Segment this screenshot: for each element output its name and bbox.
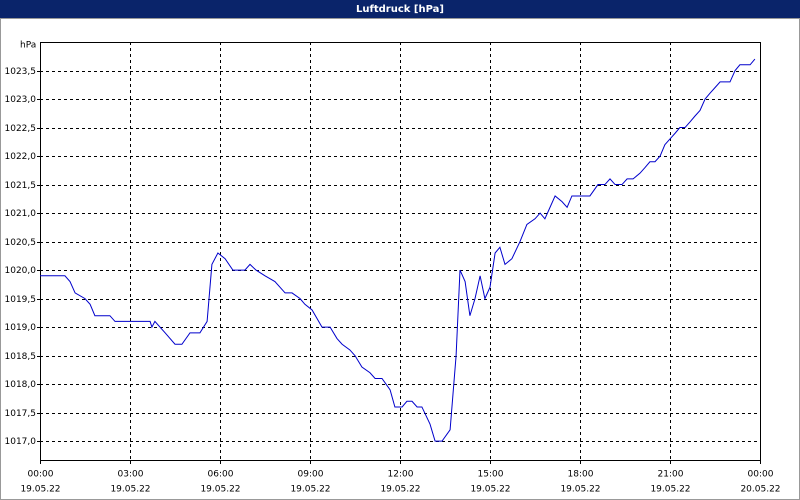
y-tick-label: 1020,0 xyxy=(5,266,37,276)
data-line xyxy=(40,58,756,442)
x-tick-date: 19.05.22 xyxy=(110,485,150,495)
x-tick-date: 19.05.22 xyxy=(290,485,330,495)
y-tick-label: 1023,5 xyxy=(5,67,37,77)
plot-frame xyxy=(40,42,761,461)
y-tick-label: 1023,0 xyxy=(5,95,37,105)
y-tick-label: 1018,0 xyxy=(5,380,37,390)
x-tick-label: 09:00 xyxy=(298,470,324,480)
y-tick-label: 1019,5 xyxy=(5,295,37,305)
y-tick-label: 1019,0 xyxy=(5,323,37,333)
x-tick-date: 19.05.22 xyxy=(380,485,420,495)
y-tick-label: 1018,5 xyxy=(5,352,37,362)
y-tick-label: 1021,0 xyxy=(5,209,37,219)
y-tick-label: 1017,0 xyxy=(5,437,37,447)
y-tick-label: 1020,5 xyxy=(5,238,37,248)
y-unit-label: hPa xyxy=(20,41,36,51)
y-tick-label: 1022,5 xyxy=(5,124,37,134)
x-tick-label: 06:00 xyxy=(208,470,234,480)
x-tick-label: 12:00 xyxy=(388,470,414,480)
chart-title: Luftdruck [hPa] xyxy=(356,4,444,15)
x-tick-label: 00:00 xyxy=(28,470,54,480)
x-tick-date: 19.05.22 xyxy=(560,485,600,495)
x-tick-label: 18:00 xyxy=(568,470,594,480)
x-tick-date: 19.05.22 xyxy=(470,485,510,495)
x-tick-label: 21:00 xyxy=(658,470,684,480)
x-tick-date: 20.05.22 xyxy=(740,485,780,495)
x-tick-date: 19.05.22 xyxy=(200,485,240,495)
y-tick-label: 1022,0 xyxy=(5,152,37,162)
x-tick-label: 15:00 xyxy=(478,470,504,480)
x-tick-label: 00:00 xyxy=(748,470,774,480)
y-tick-label: 1021,5 xyxy=(5,181,37,191)
x-tick-label: 03:00 xyxy=(118,470,144,480)
y-tick-label: 1017,5 xyxy=(5,409,37,419)
x-tick-date: 19.05.22 xyxy=(20,485,60,495)
title-bar xyxy=(0,0,800,18)
x-tick-date: 19.05.22 xyxy=(650,485,690,495)
